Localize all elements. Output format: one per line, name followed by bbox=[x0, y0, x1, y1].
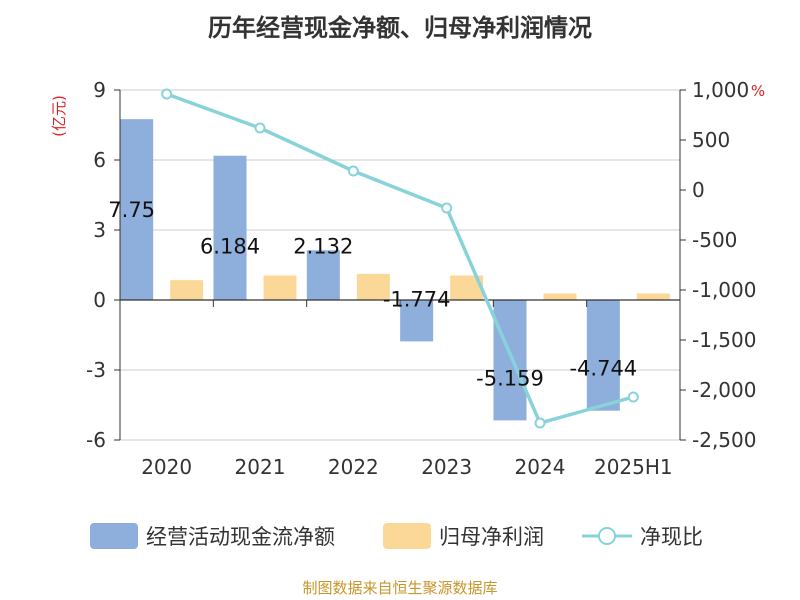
net-profit-bar bbox=[543, 293, 577, 300]
cashflow-data-label: -1.774 bbox=[383, 287, 451, 311]
cashflow-data-label: -5.159 bbox=[476, 366, 544, 390]
cashflow-bar bbox=[306, 250, 340, 300]
line-series-group bbox=[161, 88, 639, 429]
left-axis-tick-label: 9 bbox=[93, 78, 106, 102]
cashflow-data-label: 6.184 bbox=[200, 235, 260, 259]
cashflow-data-label: 7.75 bbox=[108, 198, 155, 222]
ratio-point bbox=[161, 88, 173, 100]
cashflow-bar bbox=[586, 300, 620, 411]
cashflow-bar bbox=[400, 300, 434, 342]
ratio-point bbox=[441, 202, 453, 214]
legend-label: 归母净利润 bbox=[439, 525, 544, 549]
data-labels-group: 7.75 6.184 2.132 -1.774 -5.159 -4.744 bbox=[108, 198, 637, 390]
left-axis-tick-label: 0 bbox=[93, 288, 106, 312]
right-axis-tick-label: -2,000 bbox=[692, 378, 756, 402]
left-axis-tick-label: 3 bbox=[93, 218, 106, 242]
legend-swatch bbox=[383, 523, 431, 549]
cashflow-data-label: 2.132 bbox=[293, 234, 353, 258]
ratio-point bbox=[534, 417, 546, 429]
right-axis-tick-label: 1,000 bbox=[692, 78, 749, 102]
legend-label: 经营活动现金流净额 bbox=[146, 525, 335, 549]
left-axis-tick-label: -6 bbox=[86, 428, 106, 452]
x-axis-tick-label: 2021 bbox=[235, 455, 286, 479]
net-profit-bar bbox=[170, 280, 204, 300]
chart-title: 历年经营现金净额、归母净利润情况 bbox=[208, 14, 592, 42]
right-axis-tick-label: 500 bbox=[692, 128, 730, 152]
net-profit-bar bbox=[263, 275, 297, 300]
ratio-point bbox=[347, 165, 359, 177]
net-profit-bar bbox=[636, 293, 670, 300]
x-axis-tick-label: 2022 bbox=[328, 455, 379, 479]
left-axis-tick-label: 6 bbox=[93, 148, 106, 172]
x-axis-tick-label: 2024 bbox=[515, 455, 566, 479]
cashflow-bar bbox=[120, 119, 154, 301]
right-axis-tick-label: 0 bbox=[692, 178, 705, 202]
legend-line-marker bbox=[598, 527, 616, 545]
left-axis-unit: (亿元) bbox=[50, 95, 68, 137]
source-note: 制图数据来自恒生聚源数据库 bbox=[302, 579, 498, 597]
right-axis-unit: % bbox=[751, 82, 765, 100]
bars-group bbox=[120, 119, 670, 421]
net-profit-bar bbox=[356, 273, 390, 300]
ratio-point bbox=[254, 122, 266, 134]
x-axis-tick-label: 2020 bbox=[141, 455, 192, 479]
right-axis-tick-label: -1,500 bbox=[692, 328, 756, 352]
ratio-line bbox=[166, 92, 634, 426]
right-axis-tick-label: -1,000 bbox=[692, 278, 756, 302]
axes-group: 9 6 3 0 -3 -6 1,000 500 0 -500 -1,000 -1,500 -2,000 -… bbox=[86, 78, 756, 479]
legend-swatch bbox=[90, 523, 138, 549]
left-axis-tick-label: -3 bbox=[86, 358, 106, 382]
cashflow-data-label: -4.744 bbox=[569, 357, 637, 381]
x-axis-tick-label: 2025H1 bbox=[594, 455, 673, 479]
right-axis-tick-label: -500 bbox=[692, 228, 737, 252]
ratio-point bbox=[627, 391, 639, 403]
cashflow-bar bbox=[493, 300, 527, 421]
x-axis-tick-label: 2023 bbox=[421, 455, 472, 479]
cashflow-bar bbox=[213, 155, 247, 300]
legend: 经营活动现金流净额 归母净利润 净现比 bbox=[90, 523, 703, 549]
right-axis-tick-label: -2,500 bbox=[692, 428, 756, 452]
legend-label: 净现比 bbox=[640, 525, 703, 549]
